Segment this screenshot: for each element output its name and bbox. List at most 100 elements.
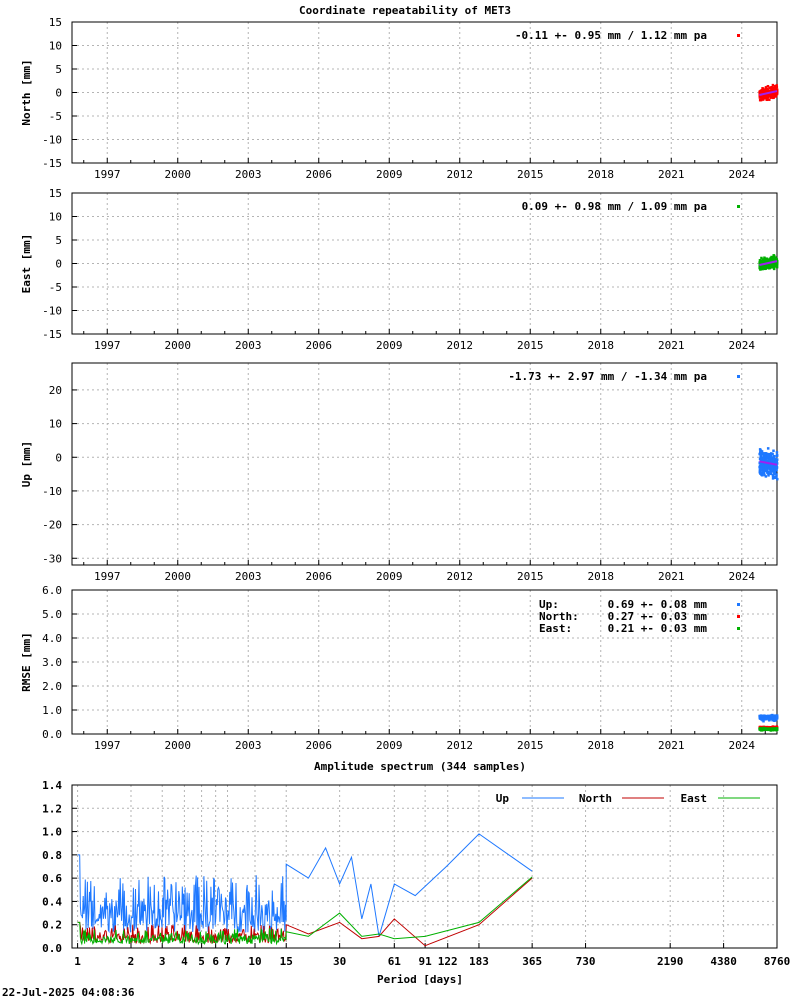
x-tick-label: 10 (248, 955, 261, 968)
data-point (762, 456, 766, 460)
data-point (762, 88, 765, 91)
data-point (771, 467, 775, 470)
y-tick-label: -10 (42, 305, 62, 318)
legend-marker (737, 603, 740, 606)
x-tick-label: 7 (224, 955, 231, 968)
data-point (760, 256, 763, 260)
trend-line (759, 90, 778, 96)
legend-marker (737, 205, 740, 208)
data-point (776, 728, 779, 731)
data-point (764, 257, 768, 261)
y-tick-label: -5 (49, 110, 62, 123)
data-point (775, 468, 778, 472)
x-tick-label: 4 (181, 955, 188, 968)
data-point (762, 719, 765, 723)
x-tick-label: 2000 (165, 739, 192, 752)
legend-text: -1.73 +- 2.97 mm / -1.34 mm pa (508, 370, 707, 383)
data-point (771, 83, 775, 87)
y-tick-label: -5 (49, 281, 62, 294)
data-point (761, 471, 764, 475)
y-tick-label: 0.0 (42, 728, 62, 741)
data-point (772, 472, 776, 476)
x-tick-label: 2012 (447, 168, 474, 181)
spectrum-title: Amplitude spectrum (344 samples) (314, 760, 526, 773)
data-point (768, 86, 772, 90)
data-point (776, 477, 779, 481)
figure-title: Coordinate repeatability of MET3 (299, 4, 511, 17)
data-point (759, 453, 763, 457)
x-tick-label: 2021 (658, 739, 685, 752)
y-tick-label: 6.0 (42, 584, 62, 597)
y-tick-label: 2.0 (42, 680, 62, 693)
y-tick-label: 3.0 (42, 656, 62, 669)
x-tick-label: 2012 (447, 570, 474, 583)
legend-name: Up: (539, 598, 559, 611)
x-tick-label: 2018 (588, 339, 615, 352)
y-tick-label: 10 (49, 40, 62, 53)
data-point (775, 466, 779, 469)
legend-name: East: (539, 622, 572, 635)
legend-text: 0.21 +- 0.03 mm (608, 622, 708, 635)
data-point (760, 450, 764, 453)
y-tick-label: 0 (55, 451, 62, 464)
y-tick-label: 20 (49, 384, 62, 397)
y-axis-label: Up [mm] (20, 441, 33, 487)
data-point (772, 458, 776, 462)
x-tick-label: 2003 (235, 570, 262, 583)
data-point (760, 469, 764, 472)
legend-name: East (681, 792, 708, 805)
data-point (768, 98, 771, 101)
data-point (759, 98, 763, 102)
x-tick-label: 1997 (94, 168, 121, 181)
x-tick-label: 2018 (588, 739, 615, 752)
plot-frame (71, 784, 778, 949)
x-tick-label: 2000 (165, 168, 192, 181)
data-point (763, 473, 766, 477)
x-tick-label: 2003 (235, 168, 262, 181)
panel-north: 1997 2000 2003 2006 2009 2012 2015 2018 2021 2024… (20, 16, 779, 181)
y-tick-label: 15 (49, 16, 62, 29)
data-point (765, 452, 768, 455)
data-point (772, 267, 776, 271)
y-tick-label: -10 (42, 485, 62, 498)
data-point (776, 261, 779, 264)
data-point (772, 86, 775, 89)
data-point (774, 95, 778, 98)
data-point (775, 473, 778, 476)
data-point (773, 265, 776, 268)
x-tick-label: 3 (159, 955, 166, 968)
legend-name: Up (496, 792, 510, 805)
data-point (775, 458, 779, 461)
data-point (775, 263, 779, 266)
y-tick-label: 15 (49, 187, 62, 200)
y-tick-label: -30 (42, 552, 62, 565)
x-tick-label: 183 (469, 955, 489, 968)
x-tick-label: 2000 (165, 570, 192, 583)
x-tick-label: 2021 (658, 570, 685, 583)
y-tick-label: 0 (55, 258, 62, 271)
legend-text: 0.27 +- 0.03 mm (608, 610, 708, 623)
y-tick-label: 1.0 (42, 826, 62, 839)
x-tick-label: 2006 (306, 339, 333, 352)
y-tick-label: 10 (49, 211, 62, 224)
data-point (762, 471, 766, 474)
data-point (758, 452, 761, 456)
x-tick-label: 2003 (235, 739, 262, 752)
data-point (767, 470, 770, 474)
data-point (771, 452, 774, 456)
x-tick-label: 1997 (94, 570, 121, 583)
data-point (767, 474, 770, 477)
data-point (775, 258, 779, 261)
data-point (764, 475, 768, 478)
x-tick-label: 2021 (658, 168, 685, 181)
data-point (775, 462, 779, 465)
x-tick-label: 2000 (165, 339, 192, 352)
y-tick-label: 0.4 (42, 895, 62, 908)
x-tick-label: 2009 (376, 739, 403, 752)
x-tick-label: 2012 (447, 339, 474, 352)
y-tick-label: 5 (55, 234, 62, 247)
data-point (769, 454, 773, 458)
data-point (775, 259, 779, 263)
legend-name: North (579, 792, 612, 805)
data-point (766, 447, 770, 450)
